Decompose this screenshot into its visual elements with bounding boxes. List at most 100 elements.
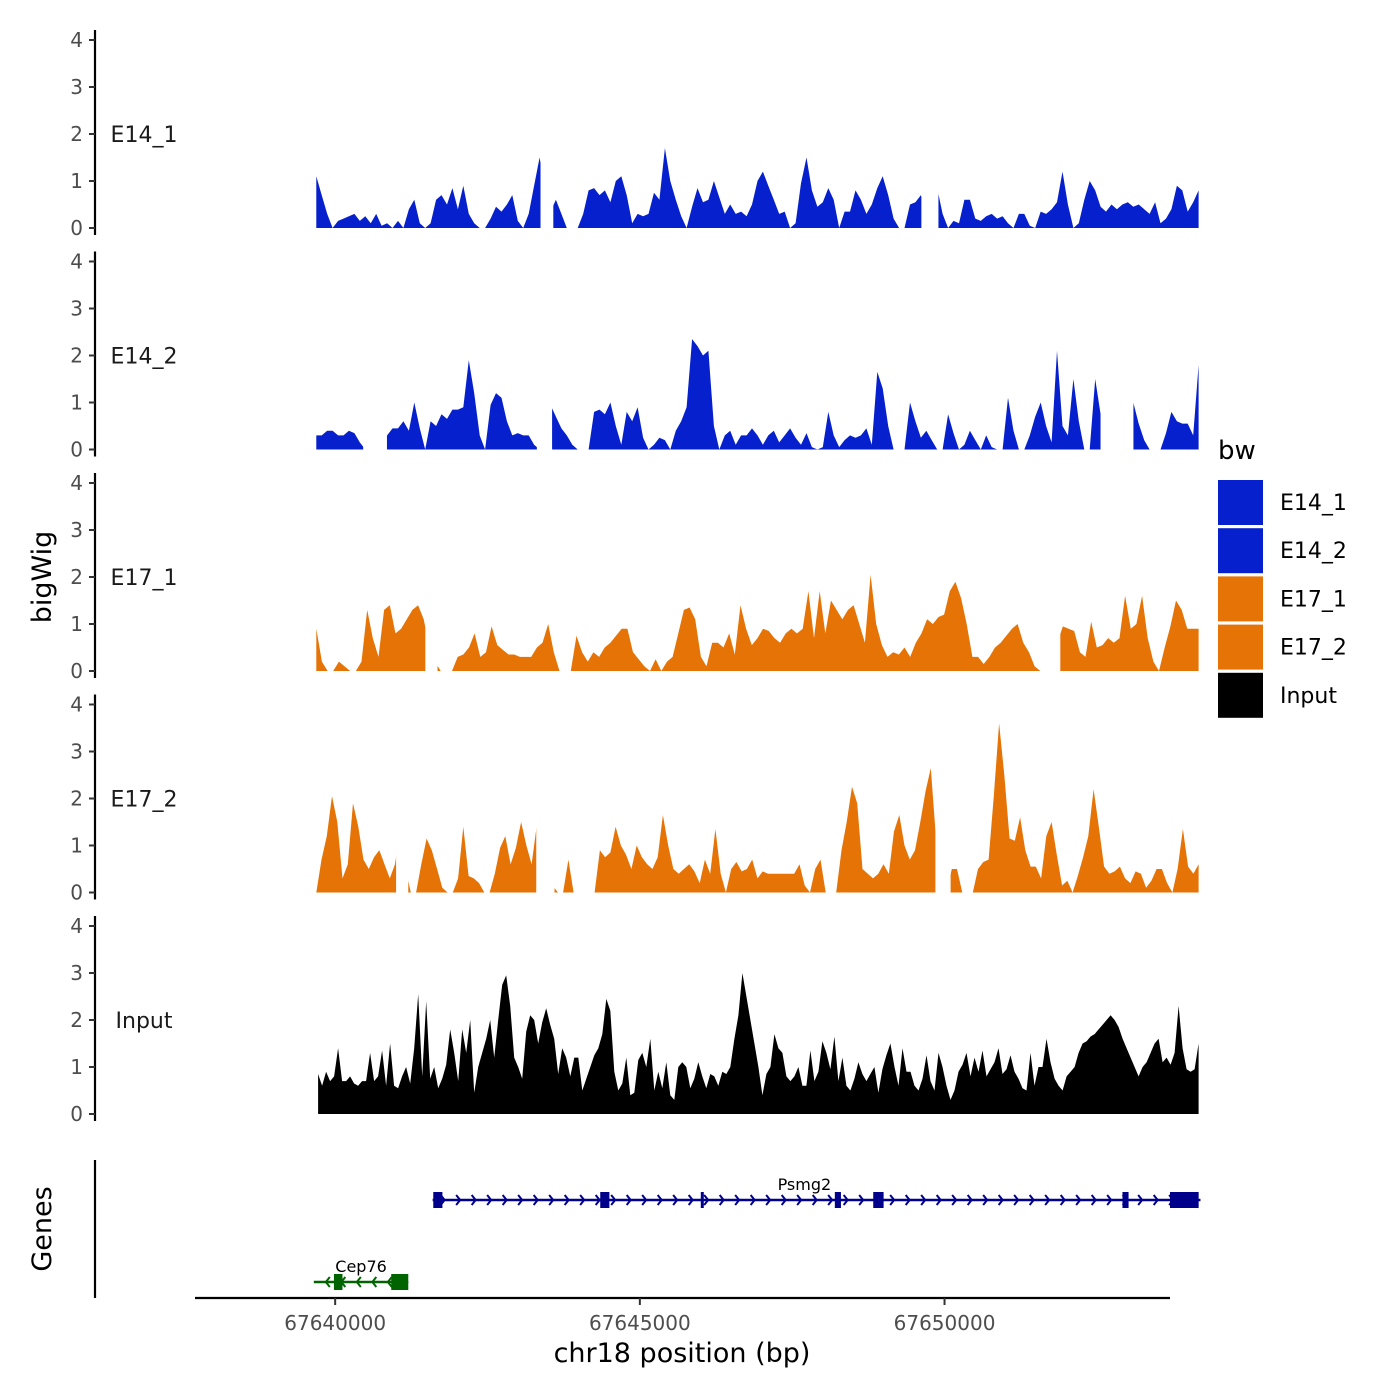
- coverage-gap: [540, 28, 554, 229]
- gene-Psmg2: Psmg2: [432, 1175, 1201, 1208]
- legend-swatch-E17_1: [1218, 576, 1263, 622]
- strand-arrow-icon: [1152, 1194, 1159, 1206]
- y-tick-label: 2: [70, 787, 83, 811]
- y-tick-label: 4: [70, 914, 83, 938]
- strand-arrow-icon: [966, 1194, 973, 1206]
- gene-annotation-panel: Psmg2 Cep76: [93, 1160, 1201, 1298]
- strand-arrow-icon: [579, 1194, 586, 1206]
- y-tick-label: 0: [70, 659, 83, 683]
- track-label: E14_1: [111, 123, 178, 148]
- strand-arrow-icon: [982, 1194, 989, 1206]
- strand-arrow-icon: [517, 1194, 524, 1206]
- coverage-gap: [1044, 471, 1061, 672]
- exon: [391, 1274, 409, 1290]
- genes-panel-title: Genes: [27, 1186, 58, 1271]
- coverage-area-E14_2: [316, 339, 1199, 450]
- x-axis-title: chr18 position (bp): [554, 1338, 811, 1369]
- strand-arrow-icon: [749, 1194, 756, 1206]
- coverage-area-E14_1: [316, 148, 1199, 228]
- y-tick-label: 0: [70, 216, 83, 240]
- strand-arrow-icon: [1044, 1194, 1051, 1206]
- strand-arrow-icon: [641, 1194, 648, 1206]
- coverage-gap: [1100, 249, 1134, 451]
- strand-arrow-icon: [470, 1194, 477, 1206]
- strand-arrow-icon: [796, 1194, 803, 1206]
- legend-swatch-E17_2: [1218, 624, 1263, 670]
- legend-label-E14_2: E14_2: [1280, 539, 1347, 564]
- strand-arrow-icon: [780, 1194, 787, 1206]
- strand-arrow-icon: [371, 1276, 378, 1288]
- y-tick-label: 1: [70, 1055, 83, 1079]
- strand-arrow-icon: [501, 1194, 508, 1206]
- strand-arrow-icon: [687, 1194, 694, 1206]
- strand-arrow-icon: [1013, 1194, 1020, 1206]
- exon: [834, 1192, 841, 1208]
- strand-arrow-icon: [656, 1194, 663, 1206]
- strand-arrow-icon: [920, 1194, 927, 1206]
- coverage-gap: [921, 28, 939, 229]
- y-tick-label: 3: [70, 518, 83, 542]
- coverage-gap: [536, 249, 553, 451]
- exon: [433, 1192, 443, 1208]
- strand-arrow-icon: [386, 1276, 393, 1288]
- exon: [333, 1274, 343, 1290]
- x-axis: 67640000 67645000 67650000: [195, 1296, 1170, 1335]
- y-tick-label: 3: [70, 740, 83, 764]
- strand-arrow-icon: [889, 1194, 896, 1206]
- strand-arrow-icon: [563, 1194, 570, 1206]
- y-tick-label: 2: [70, 122, 83, 146]
- strand-arrow-icon: [842, 1194, 849, 1206]
- y-tick-label: 4: [70, 693, 83, 717]
- strand-arrow-icon: [324, 1276, 331, 1288]
- y-tick-label: 2: [70, 1008, 83, 1032]
- legend-label-Input: Input: [1280, 684, 1337, 709]
- strand-arrow-icon: [1028, 1194, 1035, 1206]
- strand-arrow-icon: [935, 1194, 942, 1206]
- x-tick-label: 67640000: [284, 1311, 386, 1335]
- gene-label: Cep76: [335, 1257, 387, 1276]
- gene-Cep76: Cep76: [313, 1257, 409, 1290]
- gene-label: Psmg2: [778, 1175, 832, 1194]
- track-Input: 0 1 2 3 4 Input: [70, 914, 1199, 1126]
- legend-label-E17_1: E17_1: [1280, 587, 1347, 612]
- legend-swatch-E14_2: [1218, 528, 1263, 574]
- strand-arrow-icon: [703, 1194, 710, 1206]
- y-tick-label: 0: [70, 1102, 83, 1126]
- exon: [1170, 1192, 1199, 1208]
- y-tick-label: 3: [70, 297, 83, 321]
- strand-arrow-icon: [486, 1194, 493, 1206]
- track-E14_1: 0 1 2 3 4 E14_1: [70, 28, 1199, 240]
- y-tick-label: 0: [70, 438, 83, 462]
- strand-arrow-icon: [827, 1194, 834, 1206]
- y-tick-label: 4: [70, 28, 83, 52]
- legend-title: bw: [1218, 436, 1256, 466]
- coverage-tracks: 0 1 2 3 4 E14_1 0 1 2 3 4 E14_2 0 1 2 3 4 E17_1 0 1 2 3 4 E17_2…: [70, 28, 1199, 1126]
- strand-arrow-icon: [951, 1194, 958, 1206]
- x-tick-label: 67650000: [894, 1311, 996, 1335]
- strand-arrow-icon: [672, 1194, 679, 1206]
- strand-arrow-icon: [997, 1194, 1004, 1206]
- track-E17_1: 0 1 2 3 4 E17_1: [70, 471, 1199, 683]
- strand-arrow-icon: [532, 1194, 539, 1206]
- strand-arrow-icon: [455, 1194, 462, 1206]
- track-label: Input: [116, 1009, 173, 1034]
- strand-arrow-icon: [1090, 1194, 1097, 1206]
- exon: [1122, 1192, 1129, 1208]
- strand-arrow-icon: [625, 1194, 632, 1206]
- coverage-area-E17_2: [316, 723, 1199, 893]
- strand-arrow-icon: [765, 1194, 772, 1206]
- strand-arrow-icon: [734, 1194, 741, 1206]
- legend-label-E14_1: E14_1: [1280, 491, 1347, 516]
- strand-arrow-icon: [355, 1276, 362, 1288]
- exon: [700, 1192, 704, 1208]
- y-tick-label: 1: [70, 169, 83, 193]
- strand-arrow-icon: [858, 1194, 865, 1206]
- y-tick-label: 2: [70, 565, 83, 589]
- track-E14_2: 0 1 2 3 4 E14_2: [70, 249, 1199, 462]
- coverage-gap: [396, 692, 409, 894]
- strand-arrow-icon: [904, 1194, 911, 1206]
- x-tick-label: 67645000: [589, 1311, 691, 1335]
- strand-arrow-icon: [548, 1194, 555, 1206]
- exon: [873, 1192, 884, 1208]
